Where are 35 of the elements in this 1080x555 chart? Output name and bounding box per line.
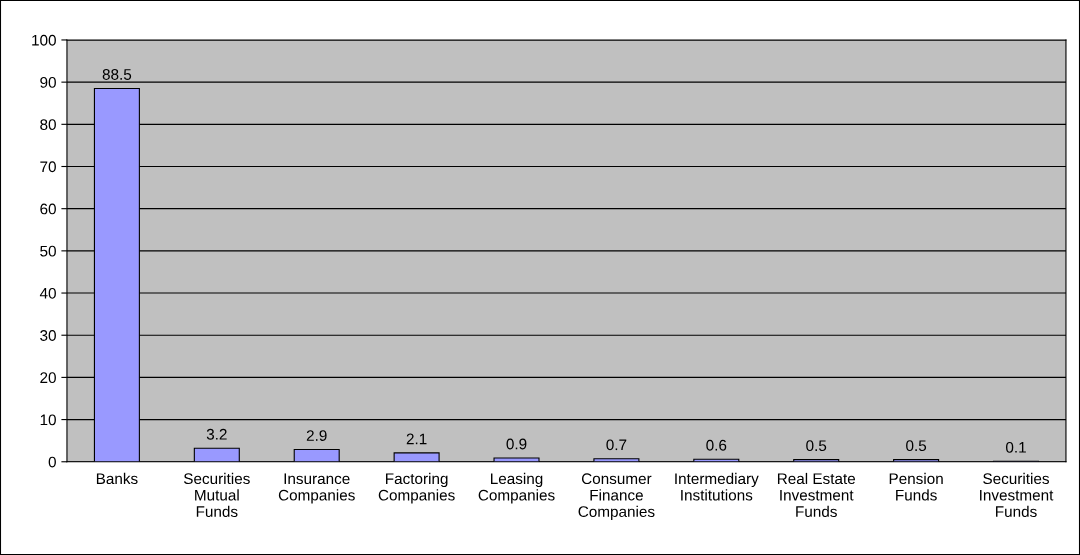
x-tick-label: Intermediary Institutions [675,472,759,501]
bar [493,457,540,462]
data-label: 88.5 [102,69,132,80]
y-tick-label: 10 [40,414,56,426]
data-label: 3.2 [206,428,227,440]
y-tick-label: 40 [39,287,56,299]
x-tick-label: Consumer Finance Companies [578,473,655,521]
x-tick-label: Banks [96,472,138,485]
y-tick-label: 60 [40,203,56,215]
x-tick-label: Securities Mutual Funds [183,472,250,518]
x-tick-label: Real Estate Investment Funds [777,472,856,518]
data-label: 0.9 [506,438,527,450]
x-tick-label: Insurance Companies [278,473,355,504]
y-tick-label: 90 [40,77,56,88]
data-label: 0.5 [906,440,927,452]
y-tick-label: 100 [32,34,56,46]
data-label: 0.7 [606,439,627,451]
y-tick-label: 20 [40,372,56,384]
x-tick-label: Factoring Companies [378,472,455,504]
x-tick-label: Pension Funds [889,472,943,501]
data-label: 2.9 [306,430,327,441]
data-label: 0.6 [706,439,727,451]
y-tick-label: 80 [40,119,56,131]
y-tick-label: 30 [40,330,56,341]
x-tick-label: Leasing Companies [478,472,555,504]
bar [293,448,340,462]
y-tick-label: 50 [40,245,56,257]
data-label: 0.1 [1005,441,1026,453]
y-tick-label: 70 [40,161,56,173]
y-tick-label: 0 [48,456,56,468]
data-label: 2.1 [406,433,427,445]
data-label: 0.5 [806,440,827,452]
bar [393,452,440,462]
bar [193,447,240,462]
x-tick-label: Securities Investment Funds [980,472,1054,518]
